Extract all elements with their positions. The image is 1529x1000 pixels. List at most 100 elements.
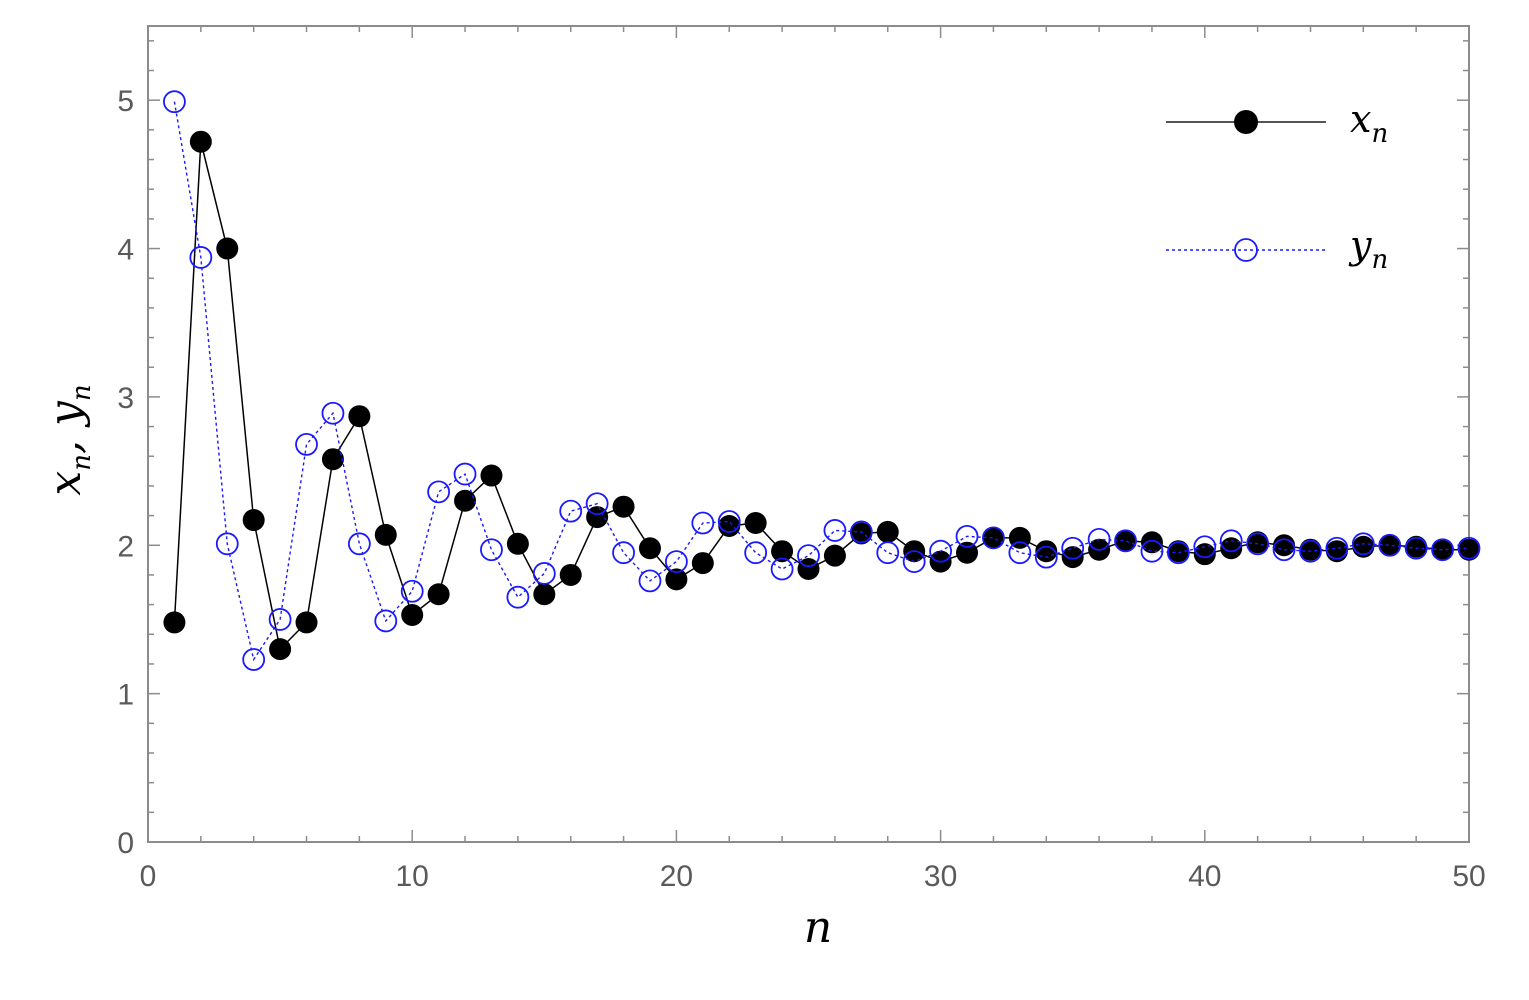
series-y-point	[717, 510, 741, 533]
series-x-point	[665, 568, 688, 591]
series-y-point	[1140, 539, 1164, 563]
series-y-point	[585, 492, 609, 516]
series-y-point	[876, 541, 900, 565]
legend-marker-x	[1234, 110, 1258, 134]
x-tick-label: 40	[1188, 860, 1221, 893]
series-x-point	[982, 526, 1005, 549]
series-x-point	[480, 464, 503, 487]
series-layer	[163, 90, 1481, 671]
series-x-point	[1299, 538, 1322, 561]
series-y-point	[1114, 529, 1137, 553]
series-y-point	[797, 544, 820, 568]
series-x-point	[1431, 538, 1454, 561]
series-y-point	[427, 480, 451, 504]
plot-area	[147, 25, 1470, 843]
series-y-point	[638, 569, 662, 593]
legend-label-y: yn	[1348, 223, 1388, 275]
series-x-point	[956, 541, 979, 564]
series-y-point	[982, 526, 1005, 550]
series-x-point	[850, 522, 873, 545]
series-x-point	[718, 514, 741, 537]
series-y-point	[902, 550, 926, 573]
series-y-point	[1219, 529, 1243, 553]
series-x-point	[586, 506, 609, 529]
legend: xn yn	[1166, 97, 1388, 275]
legend-marker-y	[1234, 238, 1258, 262]
series-x-point	[771, 540, 794, 563]
series-y-point	[1087, 527, 1111, 551]
series-y-point	[506, 585, 530, 609]
axis-ticks	[147, 26, 1470, 843]
series-y-point	[1061, 536, 1085, 560]
series-y-point	[744, 541, 768, 565]
series-y-point	[823, 519, 847, 542]
series-y-point	[955, 524, 979, 548]
series-x-point	[321, 448, 344, 471]
series-y-point	[612, 541, 635, 565]
series-x-point	[1167, 540, 1190, 563]
series-x-point	[797, 558, 820, 581]
legend-label-x: xn	[1350, 97, 1388, 149]
series-x	[163, 130, 1480, 661]
series-x-point	[506, 532, 529, 555]
series-y	[163, 90, 1481, 671]
series-y-point	[1246, 532, 1270, 556]
series-y-point	[1008, 541, 1032, 565]
series-y-point	[849, 520, 873, 544]
series-x-point	[823, 544, 846, 567]
series-y-point	[1351, 532, 1375, 556]
y-tick-label: 2	[117, 530, 134, 563]
series-y-point	[770, 557, 794, 581]
series-x-point	[559, 563, 582, 586]
series-x-point	[295, 611, 318, 634]
x-axis-label: n	[804, 902, 832, 953]
series-x-point	[348, 405, 371, 428]
series-y-point	[665, 550, 688, 573]
x-tick-label: 50	[1452, 860, 1485, 893]
series-x-point	[216, 237, 239, 260]
series-x-point	[242, 509, 265, 532]
series-x-point	[163, 611, 186, 634]
series-y-line	[173, 101, 1470, 662]
series-y-point	[268, 608, 292, 631]
series-y-point	[242, 648, 266, 671]
series-x-point	[1273, 534, 1296, 557]
series-x-point	[269, 638, 292, 661]
series-y-point	[400, 579, 424, 603]
x-tick-label: 0	[140, 860, 157, 893]
series-x-point	[612, 495, 635, 518]
series-x-point	[876, 520, 899, 543]
series-x-point	[1405, 535, 1428, 558]
series-y-point	[691, 511, 715, 535]
series-x-point	[638, 537, 661, 560]
series-y-point	[453, 462, 477, 486]
y-tick-label: 0	[117, 827, 134, 860]
y-tick-label: 5	[117, 85, 134, 118]
series-y-point	[929, 539, 952, 563]
series-y-point	[559, 499, 583, 523]
series-x-point	[533, 583, 556, 606]
series-y-point	[321, 401, 345, 425]
series-x-point	[401, 604, 424, 627]
series-x-point	[1458, 538, 1480, 561]
series-y-point	[1378, 533, 1402, 557]
axis-tick-labels: 0 10 20 30 40 50 0 1 2 3 4 5	[117, 85, 1485, 893]
series-y-point	[215, 532, 239, 556]
series-x-point	[744, 512, 767, 535]
series-x-point	[427, 583, 450, 606]
series-x-point	[1193, 543, 1216, 566]
series-y-point	[1272, 538, 1296, 562]
series-y-point	[1431, 538, 1454, 562]
series-x-point	[1140, 531, 1163, 554]
y-tick-label: 1	[117, 679, 134, 712]
series-y-point	[347, 532, 371, 556]
series-y-point	[163, 90, 186, 114]
series-y-point	[189, 246, 213, 269]
series-y-point	[1404, 536, 1428, 560]
series-y-point	[1034, 545, 1058, 569]
series-y-point	[1325, 536, 1349, 560]
y-tick-label: 4	[117, 234, 134, 267]
y-tick-label: 3	[117, 382, 134, 415]
series-x-point	[1378, 534, 1401, 557]
